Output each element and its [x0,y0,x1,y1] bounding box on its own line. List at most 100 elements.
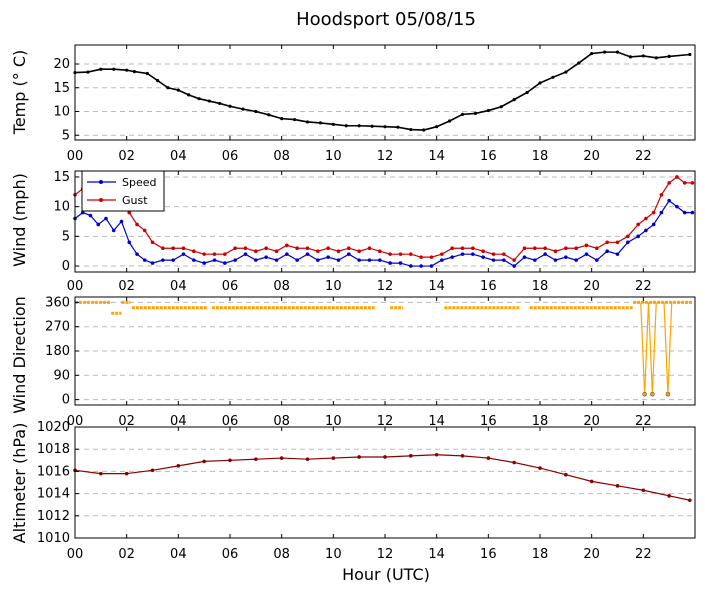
altimeter-ylabel: Altimeter (hPa) [10,423,29,544]
altimeter-point [409,454,413,458]
speed-point [171,258,175,262]
direction-xtick-label: 06 [222,414,239,429]
speed-point [212,258,217,262]
temp-xtick-label: 08 [273,149,290,164]
altimeter-xtick-label: 10 [325,547,342,562]
gust-point [615,240,620,245]
direction-spike-point [665,391,671,397]
altimeter-ytick-label: 1012 [37,509,70,524]
gust-point [690,181,695,185]
temp-xtick-label: 14 [428,149,445,164]
direction-xtick-label: 08 [273,414,290,429]
wind-gridlines [75,176,695,267]
temp-xtick-label: 12 [377,149,394,164]
direction-xtick-label: 20 [583,414,600,429]
speed-point [605,249,609,254]
altimeter-xtick-label: 08 [273,547,290,562]
altimeter-point [667,494,671,498]
direction-xtick-label: 10 [325,414,342,429]
speed-point [659,210,664,215]
temp-xtick-label: 06 [222,149,239,164]
direction-xtick-label: 22 [635,414,652,429]
gust-point [212,252,217,256]
wind-xtick-label: 14 [428,279,445,294]
direction-panel: 0 90 180 270 360 00 02 04 06 08 10 12 14 16 18 20 22 Win… [10,295,696,429]
altimeter-point [615,484,620,488]
speed-point [564,255,568,259]
direction-gridlines [75,301,695,401]
gust-point [644,216,648,221]
legend-gust-marker [99,198,103,202]
altimeter-ytick-label: 1010 [37,531,70,546]
temp-xtick-label: 16 [480,149,497,164]
temp-point [396,125,400,129]
gust-point [553,249,558,254]
speed-point [584,252,589,256]
direction-axes-frame [74,296,696,406]
wind-xtick-label: 08 [273,279,290,294]
temp-point [602,50,607,54]
wind-ylabel: Wind (mph) [10,173,29,267]
temp-xtick-label: 04 [170,149,187,164]
gust-point [419,255,423,259]
gust-point [285,243,289,248]
gust-point [223,252,227,256]
altimeter-point [688,498,692,503]
speed-point [88,213,93,218]
direction-ytick-label: 90 [53,368,70,383]
gust-point [574,246,578,251]
altimeter-point [99,471,103,476]
speed-point [522,255,527,259]
altimeter-point [538,466,542,470]
gust-point [326,246,330,251]
temp-point [370,124,374,128]
speed-point [264,255,268,259]
temp-xtick-label: 10 [325,149,342,164]
temp-point [218,101,222,106]
speed-point [675,204,679,209]
altimeter-point [383,455,387,459]
gust-point [388,252,392,256]
speed-point [460,252,465,256]
wind-legend: Speed Gust [81,170,165,212]
speed-point [574,258,578,262]
speed-point [127,240,132,245]
altimeter-point [254,457,258,461]
temp-point [176,88,180,92]
wind-legend-box [81,170,165,212]
wind-ytick-label: 15 [53,170,70,185]
speed-point [305,252,310,256]
speed-point [233,258,237,262]
altimeter-point [512,460,516,465]
gust-point [584,243,589,248]
gust-point [471,246,475,251]
wind-series [73,175,695,268]
speed-point [357,258,361,262]
temp-point [641,54,645,58]
speed-point [615,252,620,256]
altimeter-point [357,455,361,459]
speed-point [651,222,656,227]
gust-point [357,249,361,254]
gust-point [605,240,609,245]
speed-point [223,261,227,265]
wind-xtick-label: 04 [170,279,187,294]
gust-point [378,249,382,254]
speed-point [96,222,101,227]
wind-panel: 0 5 10 15 00 02 04 06 08 10 12 14 16 18 20 22 Speed Gus… [10,170,696,294]
gust-point [626,234,630,239]
altimeter-gridlines [75,426,695,539]
gust-point [264,246,268,251]
legend-speed-label: Speed [122,176,156,189]
altimeter-point [331,456,336,460]
gust-point [533,246,537,251]
gust-point [502,252,506,256]
x-axis-label: Hour (UTC) [342,565,430,584]
gust-point [682,181,687,185]
speed-point [543,252,547,256]
temp-point [241,107,245,111]
gust-point [398,252,403,256]
direction-spike-down [640,302,646,395]
